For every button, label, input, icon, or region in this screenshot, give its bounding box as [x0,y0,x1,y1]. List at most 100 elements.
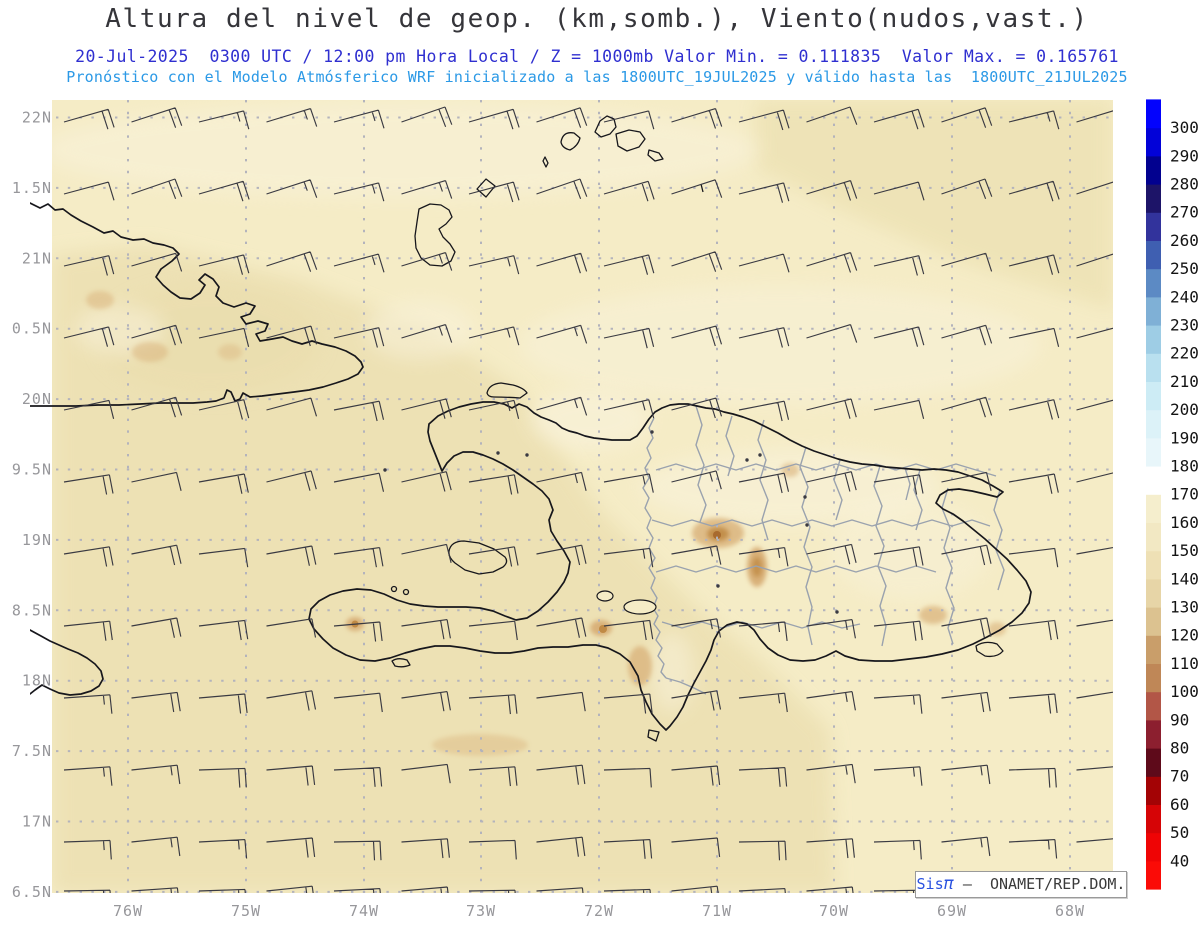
colorbar-tick-label: 40 [1170,851,1189,870]
province-line [873,465,887,647]
shade-region-northeast [755,100,1113,310]
colorbar-tick-label: 90 [1170,710,1189,729]
colorbar-segment [1146,832,1161,862]
cuba-spot [218,344,242,360]
colorbar-segment [1146,212,1161,241]
model-info-line: Pronóstico con el Modelo Atmósferico WRF… [66,68,1128,86]
pi-logo-icon: π [943,874,954,894]
province-line [651,519,991,527]
little-inagua-island [476,178,496,198]
province-line [904,467,911,501]
colorbar-segment [1146,99,1161,129]
wind-barb-field [63,106,1113,893]
calm-wind-dot [716,584,720,588]
province-line [655,565,937,573]
lon-label: 74W [349,902,379,920]
colorbar-tick-label: 290 [1170,146,1199,165]
tiny-island-tick [700,183,704,193]
colorbar-segment [1146,635,1161,664]
providenciales-island [560,132,581,151]
lon-label: 68W [1055,902,1085,920]
province-line [725,415,735,477]
colorbar-tick-label: 230 [1170,316,1199,335]
colorbar-segment [1146,860,1161,890]
colorbar-segment [1146,776,1161,805]
province-line [661,621,861,629]
beata-island [647,729,660,742]
west-caicos-island [542,156,549,168]
grid-lines [56,100,1113,893]
colorbar-segment [1146,127,1161,157]
shade-pale-cap-haitien [530,390,650,450]
colorbar-tick-label: 240 [1170,287,1199,306]
la-selle-core [599,625,607,633]
saona-island [975,641,1004,658]
lon-label: 73W [466,902,496,920]
lat-label: 8.5N [12,601,52,619]
province-line [757,419,769,541]
lat-label: 22N [22,109,52,127]
calm-wind-dot [758,453,762,457]
lat-label: 20N [22,390,52,408]
lat-label: 6.5N [12,883,52,901]
baraderes-islet [402,588,410,596]
bahoruco-spot [628,646,652,686]
colorbar-tick-label: 220 [1170,344,1199,363]
colorbar-segment [1146,663,1161,693]
lon-label: 71W [702,902,732,920]
colorbar-tick-label: 150 [1170,541,1199,560]
colorbar-tick-label: 200 [1170,400,1199,419]
coastline-cuba [30,202,364,407]
colorbar-tick-label: 140 [1170,569,1199,588]
calm-wind-dot [525,453,529,457]
cuba-spot [86,291,114,309]
colorbar-segment [1146,325,1161,354]
colorbar-tick-label: 130 [1170,598,1199,617]
calm-wind-dot [383,468,387,472]
terrain-spot [988,622,1006,636]
colorbar-tick-label: 50 [1170,823,1189,842]
colorbar-tick-label: 70 [1170,767,1189,786]
province-line [665,677,707,695]
lon-label: 75W [231,902,261,920]
colorbar-tick-label: 250 [1170,259,1199,278]
colorbar-tick-label: 180 [1170,457,1199,476]
colorbar-segment [1146,184,1161,213]
colorbar-tick-label: 160 [1170,513,1199,532]
colorbar-segment [1146,691,1161,721]
terrain-spot [919,606,947,624]
colorbar-tick-label: 280 [1170,175,1199,194]
calm-wind-dot [805,523,809,527]
colorbar-segment [1146,522,1161,552]
province-borders [642,405,1005,695]
credit-onamet: – ONAMET/REP.DOM. [953,875,1126,893]
colorbar-segment [1146,607,1161,636]
calm-wind-dot [650,430,654,434]
shade-pale-cuba-west [75,305,165,355]
shade-cuba-interior [100,285,320,395]
calm-wind-dot [745,458,749,462]
colorbar-segment [1146,748,1161,777]
coastline-hispaniola [308,401,1032,731]
colorbar-segment [1146,240,1161,270]
sea-streak [432,734,528,756]
colorbar-tick-label: 110 [1170,654,1199,673]
shade-pale-east-dr [830,500,990,600]
colorbar-tick-label: 260 [1170,231,1199,250]
lat-label: 0.5N [12,320,52,338]
colorbar-tick-label: 80 [1170,739,1189,758]
coastline-jamaica [30,629,104,696]
colorbar-segment [1146,437,1161,467]
wind-barbs [63,106,1113,893]
colorbar-tick-label: 170 [1170,485,1199,504]
province-line [993,489,1005,591]
pico-duarte-dot [713,531,721,539]
province-line [799,446,813,646]
colorbar-segment [1146,466,1161,495]
shade-pale-north-hispaniola [520,285,1040,405]
lon-label: 72W [584,902,614,920]
colorbar-segment [1146,550,1161,580]
calm-wind-dot [835,610,839,614]
